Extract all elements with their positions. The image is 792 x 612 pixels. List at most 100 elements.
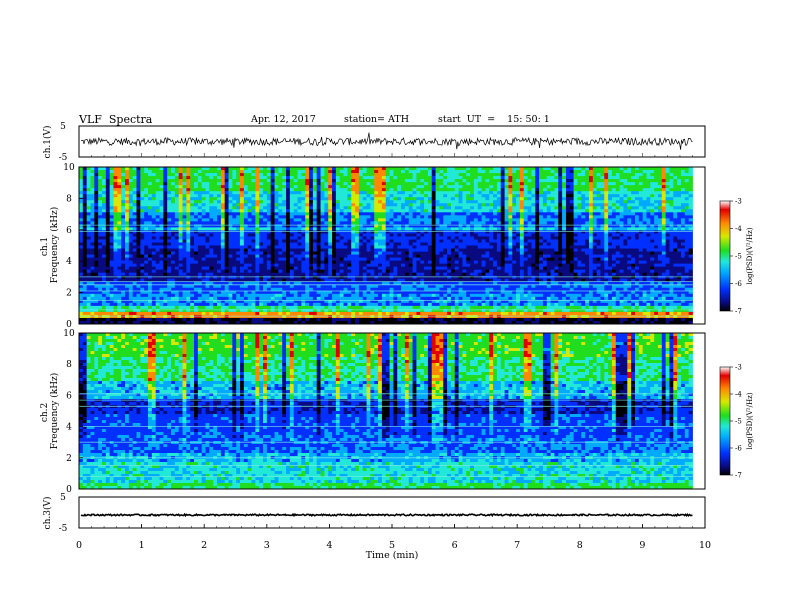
spectrogram-cell [183,173,187,176]
spectrogram-cell [298,200,302,203]
spectrogram-cell [125,312,129,315]
spectrogram-cell [229,312,233,315]
spectrogram-cell [160,255,164,258]
spectrogram-cell [332,230,336,233]
spectrogram-cell [236,197,240,200]
spectrogram-cell [282,258,286,261]
spectrogram-cell [321,246,325,249]
spectrogram-cell [263,285,267,288]
spectrogram-cell [232,218,236,221]
spectrogram-cell [137,215,141,218]
spectrogram-cell [91,261,95,264]
spectrogram-cell [179,212,183,215]
spectrogram-cell [125,215,129,218]
spectrogram-cell [121,239,125,242]
spectrogram-cell [217,167,221,170]
spectrogram-cell [144,212,148,215]
spectrogram-cell [225,255,229,258]
spectrogram-cell [328,246,332,249]
spectrogram-cell [344,306,348,309]
spectrogram-cell [240,218,244,221]
spectrogram-cell [156,200,160,203]
spectrogram-cell [137,303,141,306]
spectrogram-cell [347,188,351,191]
spectrogram-cell [340,312,344,315]
spectrogram-cell [317,182,321,185]
spectrogram-cell [106,200,110,203]
spectrogram-cell [263,212,267,215]
spectrogram-cell [106,276,110,279]
spectrogram-cell [186,242,190,245]
spectrogram-cell [286,261,290,264]
spectrogram-cell [217,312,221,315]
spectrogram-cell [110,249,114,252]
spectrogram-cell [317,188,321,191]
spectrogram-cell [290,188,294,191]
spectrogram-cell [294,297,298,300]
spectrogram-cell [397,197,401,200]
spectrogram-cell [290,297,294,300]
spectrogram-cell [309,200,313,203]
spectrogram-cell [355,276,359,279]
spectrogram-cell [390,200,394,203]
spectrogram-cell [351,215,355,218]
spectrogram-cell [125,197,129,200]
spectrogram-cell [275,249,279,252]
spectrogram-cell [148,285,152,288]
spectrogram-cell [393,309,397,312]
spectrogram-cell [87,318,91,321]
spectrogram-cell [275,297,279,300]
spectrogram-cell [248,294,252,297]
spectrogram-cell [386,197,390,200]
spectrogram-cell [148,264,152,267]
spectrogram-cell [267,267,271,270]
spectrogram-cell [317,297,321,300]
spectrogram-cell [213,215,217,218]
spectrogram-cell [390,212,394,215]
spectrogram-cell [405,185,409,188]
spectrogram-cell [344,242,348,245]
spectrogram-cell [271,215,275,218]
spectrogram-cell [301,318,305,321]
spectrogram-cell [125,191,129,194]
spectrogram-cell [390,267,394,270]
spectrogram-cell [190,258,194,261]
spectrogram-cell [275,170,279,173]
spectrogram-cell [209,261,213,264]
spectrogram-cell [198,230,202,233]
spectrogram-cell [202,227,206,230]
spectrogram-cell [206,203,210,206]
spectrogram-cell [290,203,294,206]
spectrogram-cell [171,197,175,200]
spectrogram-cell [275,209,279,212]
spectrogram-cell [286,252,290,255]
spectrogram-cell [244,285,248,288]
spectrogram-cell [309,221,313,224]
spectrogram-cell [347,273,351,276]
spectrogram-cell [179,303,183,306]
spectrogram-cell [137,273,141,276]
spectrogram-cell [405,309,409,312]
spectrogram-cell [175,246,179,249]
spectrogram-cell [183,273,187,276]
spectrogram-cell [336,309,340,312]
spectrogram-cell [382,315,386,318]
spectrogram-cell [386,258,390,261]
spectrogram-cell [363,191,367,194]
spectrogram-cell [202,182,206,185]
spectrogram-cell [363,194,367,197]
spectrogram-cell [198,294,202,297]
spectrogram-cell [290,258,294,261]
spectrogram-cell [313,194,317,197]
spectrogram-cell [367,236,371,239]
spectrogram-cell [378,200,382,203]
spectrogram-cell [183,170,187,173]
spectrogram-cell [332,309,336,312]
spectrogram-cell [144,297,148,300]
spectrogram-cell [213,258,217,261]
spectrogram-cell [190,230,194,233]
spectrogram-cell [248,270,252,273]
spectrogram-cell [133,315,137,318]
spectrogram-cell [305,261,309,264]
spectrogram-cell [294,227,298,230]
